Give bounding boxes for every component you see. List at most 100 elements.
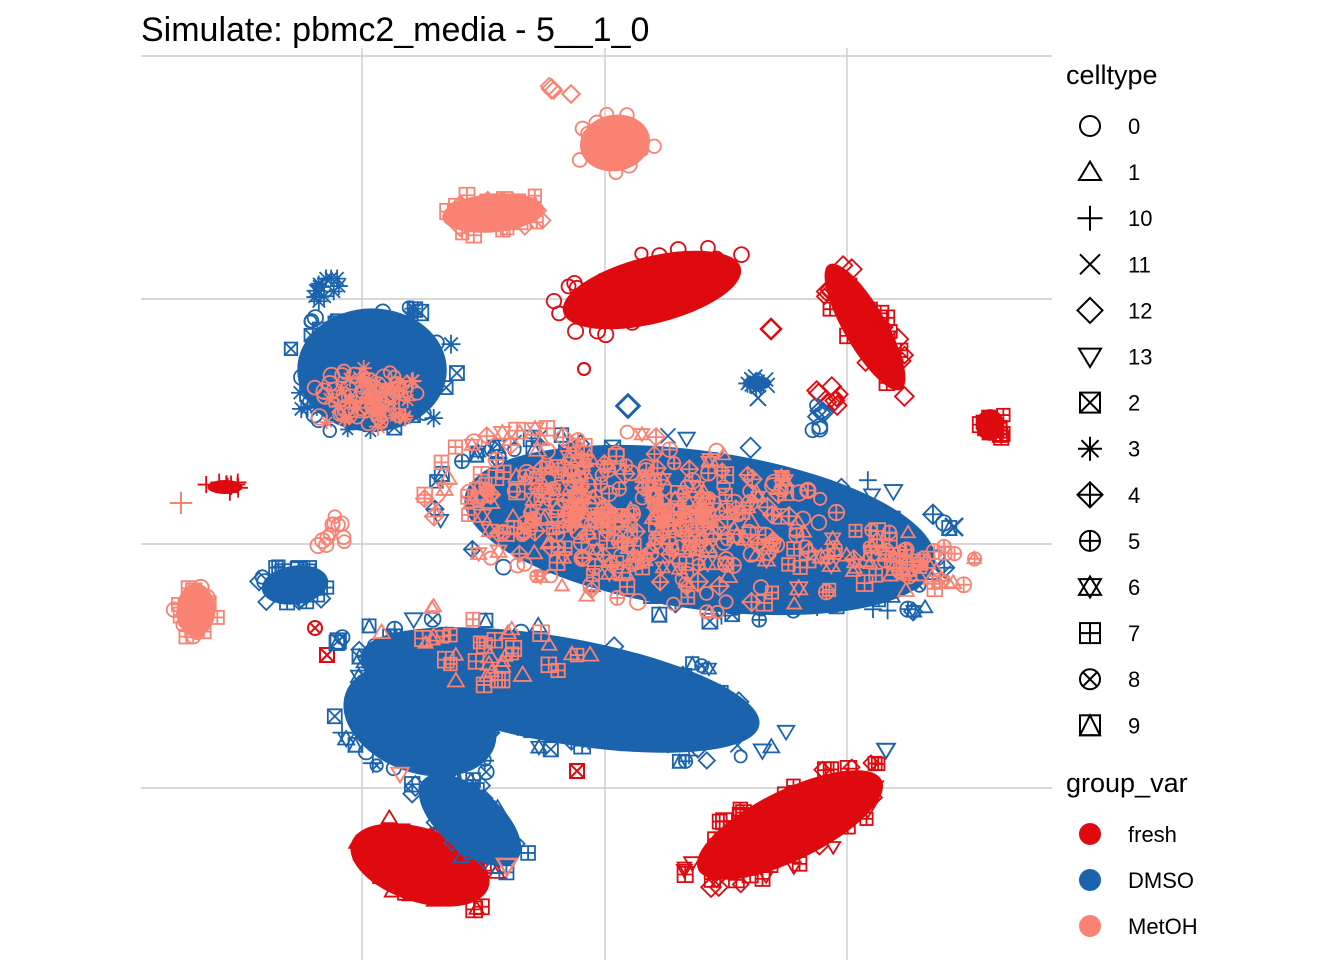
scatter-point-1255 bbox=[700, 660, 718, 677]
scatter-point-2052 bbox=[335, 386, 353, 404]
scatter-point-799 bbox=[739, 436, 762, 459]
scatter-point-190 bbox=[629, 289, 644, 305]
scatter-point-1955 bbox=[489, 541, 509, 561]
scatter-point-1762 bbox=[465, 433, 483, 451]
scatter-point-576 bbox=[411, 363, 429, 380]
scatter-point-1744 bbox=[708, 575, 731, 597]
legend-celltype-label: 13 bbox=[1128, 345, 1152, 370]
scatter-point-279 bbox=[221, 483, 239, 501]
scatter-point-2088 bbox=[540, 656, 557, 674]
scatter-point-564 bbox=[438, 380, 454, 395]
scatter-point-434 bbox=[711, 813, 728, 830]
scatter-point-413 bbox=[676, 861, 693, 876]
scatter-point-2149 bbox=[908, 564, 929, 582]
scatter-point-608 bbox=[307, 397, 326, 416]
scatter-point-260 bbox=[861, 338, 878, 355]
scatter-point-2079 bbox=[356, 382, 376, 402]
legend-shape-cross-icon bbox=[1079, 253, 1101, 276]
scatter-point-575 bbox=[360, 335, 379, 354]
scatter-point-2127 bbox=[855, 574, 874, 592]
scatter-point-653 bbox=[256, 573, 273, 590]
plot-area bbox=[165, 76, 1011, 919]
legend-celltype-label: 12 bbox=[1128, 298, 1152, 323]
scatter-point-1284 bbox=[655, 675, 673, 694]
legend-shape-plus-icon bbox=[1077, 205, 1103, 231]
scatter-point-1313 bbox=[573, 736, 592, 755]
scatter-point-285 bbox=[197, 476, 215, 494]
scatter-point-2119 bbox=[540, 635, 558, 651]
scatter-point-2165 bbox=[886, 560, 902, 576]
scatter-point-184 bbox=[632, 287, 650, 305]
scatter-point-1280 bbox=[635, 721, 653, 738]
scatter-point-2074 bbox=[331, 398, 347, 414]
scatter-point-1942 bbox=[650, 572, 670, 592]
scatter-point-254 bbox=[853, 298, 873, 319]
scatter-point-1963 bbox=[626, 504, 641, 519]
scatter-point-77 bbox=[527, 188, 542, 203]
scatter-point-2075 bbox=[315, 382, 333, 400]
scatter-point-1936 bbox=[613, 563, 631, 582]
scatter-point-546 bbox=[390, 349, 409, 368]
scatter-point-1155 bbox=[603, 636, 625, 657]
scatter-point-81 bbox=[512, 193, 527, 208]
scatter-point-482 bbox=[747, 824, 763, 841]
scatter-point-1718 bbox=[508, 482, 526, 501]
scatter-point-1787 bbox=[781, 557, 796, 572]
scatter-point-1234 bbox=[680, 746, 698, 765]
scatter-point-2172 bbox=[856, 550, 876, 568]
scatter-point-2136 bbox=[967, 551, 983, 567]
scatter-point-1546 bbox=[458, 804, 478, 823]
scatter-point-2126 bbox=[899, 524, 917, 539]
scatter-point-289 bbox=[759, 317, 783, 341]
scatter-point-1810 bbox=[823, 529, 842, 548]
scatter-point-1953 bbox=[492, 423, 513, 443]
scatter-point-1823 bbox=[756, 496, 779, 519]
scatter-point-1541 bbox=[464, 783, 480, 799]
scatter-point-1310 bbox=[580, 734, 597, 750]
legend-shape-circle-icon bbox=[1079, 115, 1101, 137]
scatter-point-620 bbox=[329, 277, 348, 295]
scatter-point-1233 bbox=[328, 633, 346, 651]
scatter-point-35 bbox=[598, 142, 613, 157]
scatter-point-1851 bbox=[778, 505, 800, 527]
scatter-point-2167 bbox=[946, 546, 963, 562]
scatter-point-1985 bbox=[659, 544, 680, 565]
scatter-point-2042 bbox=[341, 370, 359, 388]
scatter-point-1407 bbox=[420, 741, 436, 757]
scatter-point-415 bbox=[675, 864, 694, 879]
scatter-point-1795 bbox=[817, 583, 835, 601]
legend-celltype-label: 3 bbox=[1128, 437, 1140, 462]
scatter-point-1978 bbox=[687, 540, 707, 557]
scatter-point-955 bbox=[902, 601, 924, 622]
scatter-point-1897 bbox=[637, 458, 656, 477]
scatter-point-1449 bbox=[373, 682, 393, 702]
scatter-point-123 bbox=[199, 595, 217, 613]
scatter-point-1206 bbox=[577, 681, 594, 698]
scatter-point-1821 bbox=[553, 577, 571, 592]
scatter-point-942 bbox=[785, 602, 802, 619]
scatter-point-1303 bbox=[752, 743, 773, 761]
scatter-point-483 bbox=[731, 875, 750, 894]
scatter-point-1430 bbox=[390, 660, 410, 679]
scatter-point-2102 bbox=[414, 629, 432, 648]
scatter-point-1253 bbox=[518, 715, 535, 732]
scatter-point-2003 bbox=[404, 372, 422, 390]
scatter-point-24 bbox=[629, 123, 647, 141]
scatter-point-2047 bbox=[356, 371, 374, 389]
legend-celltype-item-12: 12 bbox=[1076, 296, 1152, 325]
legend-celltype-item-9: 9 bbox=[1078, 713, 1140, 738]
scatter-point-1841 bbox=[710, 604, 725, 620]
legend-celltype-label: 0 bbox=[1128, 114, 1140, 139]
scatter-point-192 bbox=[577, 306, 592, 321]
scatter-point-1028 bbox=[771, 546, 793, 564]
scatter-point-1319 bbox=[640, 689, 658, 707]
scatter-point-1279 bbox=[704, 725, 719, 740]
scatter-point-348 bbox=[366, 846, 381, 861]
scatter-point-1025 bbox=[774, 559, 795, 580]
legend-celltype-label: 11 bbox=[1128, 252, 1151, 277]
legend-group-item-dmso: DMSO bbox=[1079, 868, 1194, 893]
scatter-point-2081 bbox=[390, 407, 407, 424]
scatter-point-2108 bbox=[562, 644, 582, 661]
legend-group-var: group_var fresh DMSO MetOH bbox=[1066, 768, 1198, 939]
scatter-point-1657 bbox=[504, 507, 522, 523]
